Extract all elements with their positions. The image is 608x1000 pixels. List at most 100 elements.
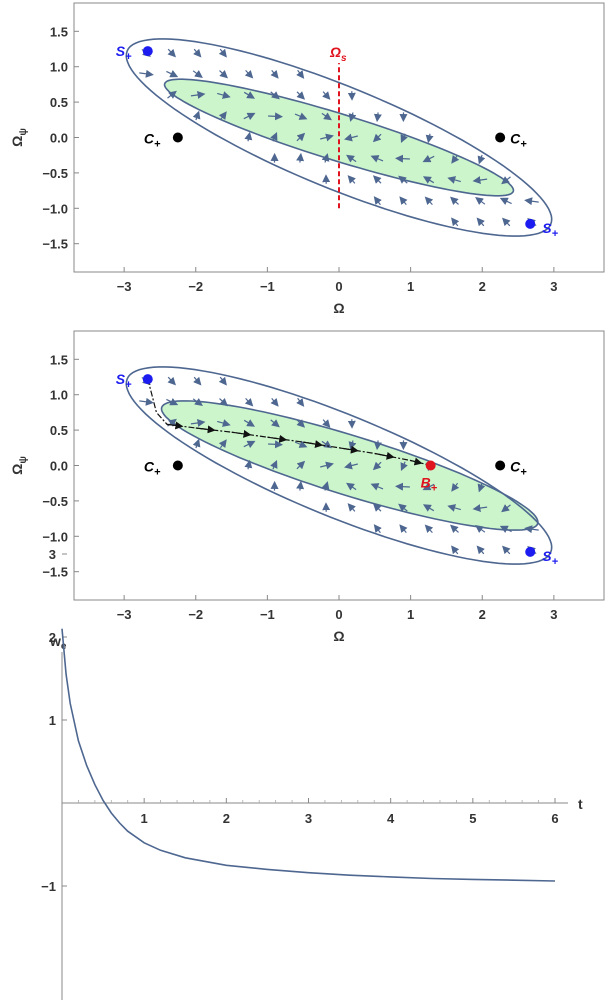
trajectory-arrow bbox=[338, 445, 359, 454]
stream-arrow bbox=[451, 154, 460, 164]
y-tick-label: −1.5 bbox=[42, 237, 68, 252]
stream-arrow bbox=[296, 152, 305, 163]
stream-arrow bbox=[499, 197, 512, 206]
stream-arrow bbox=[296, 69, 305, 79]
stream-arrow bbox=[193, 48, 202, 58]
stream-arrow bbox=[347, 175, 356, 184]
critical-point bbox=[495, 460, 506, 471]
stream-arrow bbox=[166, 69, 179, 78]
x-tick-label: 4 bbox=[387, 811, 395, 826]
stream-arrow bbox=[398, 175, 408, 184]
stream-arrow bbox=[243, 91, 256, 99]
stream-arrow bbox=[192, 110, 201, 121]
stream-arrow bbox=[372, 503, 382, 512]
stream-arrow bbox=[398, 503, 408, 512]
x-tick-label: 3 bbox=[305, 811, 312, 826]
stream-arrow bbox=[502, 545, 511, 555]
y-tick-label: −1.0 bbox=[42, 529, 68, 544]
stream-arrow bbox=[320, 133, 334, 142]
x-axis-label: Ω bbox=[333, 300, 344, 316]
stream-arrow bbox=[321, 153, 330, 163]
stream-arrow bbox=[244, 131, 253, 142]
stream-arrow bbox=[451, 482, 460, 492]
stream-arrow bbox=[167, 90, 177, 99]
omega-s-label: Ωs bbox=[329, 44, 347, 64]
stream-arrow bbox=[296, 132, 306, 142]
y-tick-label: 0.5 bbox=[50, 423, 68, 438]
we-curve bbox=[61, 628, 556, 882]
x-tick-label: 5 bbox=[469, 811, 476, 826]
stream-arrow bbox=[450, 524, 459, 534]
stream-arrow bbox=[218, 48, 227, 58]
stream-arrow bbox=[270, 398, 279, 407]
stream-arrow bbox=[243, 440, 256, 449]
stable-region bbox=[163, 78, 515, 197]
stream-arrow bbox=[322, 419, 331, 428]
y-tick-label: −0.5 bbox=[42, 494, 68, 509]
critical-point bbox=[142, 46, 153, 57]
stream-arrow bbox=[400, 461, 408, 472]
stream-arrow bbox=[219, 397, 228, 407]
point-label: C+ bbox=[144, 131, 161, 151]
point-label: C+ bbox=[144, 459, 161, 479]
stream-arrow bbox=[270, 459, 278, 470]
y-tick-label: 3 bbox=[49, 547, 56, 562]
stream-arrow bbox=[268, 112, 283, 121]
stream-arrow bbox=[268, 440, 283, 449]
critical-point bbox=[525, 218, 536, 229]
stream-lines bbox=[139, 48, 539, 227]
stream-arrow bbox=[217, 91, 231, 99]
stream-arrow bbox=[270, 70, 279, 79]
x-tick-label: 1 bbox=[407, 279, 414, 294]
point-label: C+ bbox=[510, 459, 527, 479]
stream-arrow bbox=[477, 482, 486, 493]
point-label: S+ bbox=[542, 548, 558, 568]
stream-arrow bbox=[270, 419, 280, 428]
stream-arrow bbox=[422, 154, 435, 163]
stream-arrow bbox=[296, 419, 306, 428]
y-tick-label: 0.5 bbox=[50, 95, 68, 110]
y-tick-label: 0.0 bbox=[50, 459, 68, 474]
stream-arrow bbox=[476, 545, 485, 555]
stream-arrow bbox=[139, 69, 154, 78]
point-label: S+ bbox=[116, 43, 132, 63]
stream-arrow bbox=[270, 131, 278, 142]
stream-arrow bbox=[422, 482, 435, 491]
critical-point bbox=[142, 374, 153, 385]
x-tick-label: −2 bbox=[188, 607, 203, 622]
stream-arrow bbox=[296, 397, 305, 407]
stream-arrow bbox=[524, 197, 539, 206]
stream-arrow bbox=[243, 419, 256, 427]
stream-arrow bbox=[294, 112, 308, 120]
x-tick-label: 6 bbox=[551, 811, 558, 826]
stream-arrow bbox=[321, 481, 330, 491]
stream-arrow bbox=[399, 196, 408, 205]
stream-arrow bbox=[477, 154, 486, 165]
stream-arrow bbox=[244, 397, 254, 407]
stream-arrow bbox=[190, 90, 206, 99]
stream-arrow bbox=[370, 155, 384, 163]
stream-arrow bbox=[475, 525, 486, 533]
x-tick-label: 3 bbox=[550, 607, 557, 622]
stream-arrow bbox=[167, 376, 176, 386]
stream-arrow bbox=[244, 69, 254, 79]
x-axis-label: Ω bbox=[333, 628, 344, 644]
y-tick-label: 0.0 bbox=[50, 131, 68, 146]
critical-point bbox=[425, 460, 436, 471]
stream-arrow bbox=[322, 91, 331, 100]
x-axis-label: t bbox=[578, 796, 583, 812]
trajectory-arrow bbox=[231, 429, 252, 438]
stream-arrow bbox=[244, 459, 253, 470]
stream-arrow bbox=[424, 196, 434, 206]
stream-arrow bbox=[373, 112, 382, 123]
critical-point bbox=[172, 132, 183, 143]
stream-arrow bbox=[399, 524, 408, 533]
point-label: S+ bbox=[542, 220, 558, 240]
boundary-curve bbox=[125, 38, 553, 237]
stream-arrow bbox=[372, 461, 382, 471]
stream-arrow bbox=[373, 440, 382, 451]
x-tick-label: 1 bbox=[141, 811, 148, 826]
stream-arrow bbox=[400, 133, 408, 144]
y-axis-label: Ωψ bbox=[9, 128, 29, 147]
stream-arrow bbox=[502, 217, 511, 227]
